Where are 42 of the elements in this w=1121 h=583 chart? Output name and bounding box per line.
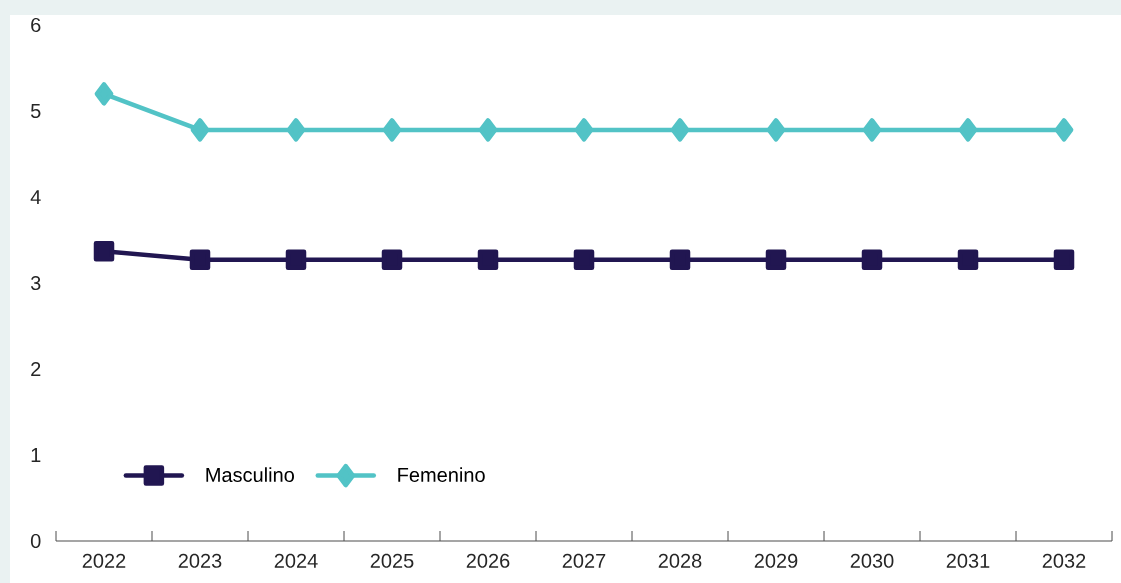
point: [477, 249, 499, 271]
x-tick-label: 2025: [370, 553, 414, 568]
point: [286, 118, 306, 142]
point: [957, 249, 979, 271]
y-tick-label: 4: [30, 190, 41, 204]
point: [189, 249, 211, 271]
y-tick-label: 0: [30, 533, 41, 549]
point: [574, 118, 594, 142]
point: [765, 249, 787, 271]
x-tick-label: 2023: [178, 553, 222, 568]
y-tick-label: 5: [30, 104, 41, 118]
point: [381, 249, 403, 271]
x-tick-label: 2022: [82, 553, 126, 568]
y-tick-label: 1: [31, 448, 41, 462]
legend-label: Masculino: [206, 467, 294, 482]
point: [93, 240, 115, 262]
point: [861, 249, 883, 271]
point: [862, 118, 882, 142]
y-tick-label: 6: [31, 17, 41, 33]
y-tick-label: 2: [31, 362, 41, 376]
point: [669, 249, 691, 271]
x-tick-label: 2027: [562, 553, 606, 568]
x-tick-label: 2029: [754, 553, 798, 568]
point: [1054, 118, 1074, 142]
point: [958, 118, 978, 142]
point: [190, 118, 210, 142]
point: [1053, 249, 1075, 271]
x-tick-label: 2024: [274, 553, 318, 568]
point: [670, 118, 690, 142]
x-tick-label: 2031: [946, 553, 990, 568]
point: [382, 118, 402, 142]
x-tick-label: 2026: [466, 553, 510, 568]
x-tick-label: 2032: [1042, 553, 1086, 568]
x-tick-label: 2028: [658, 553, 702, 568]
y-tick-label: 3: [30, 275, 41, 291]
point: [478, 118, 498, 142]
legend-label: Femenino: [398, 467, 485, 482]
point: [766, 118, 786, 142]
point: [573, 249, 595, 271]
point: [94, 82, 114, 106]
point: [285, 249, 307, 271]
x-tick-label: 2030: [850, 553, 894, 568]
